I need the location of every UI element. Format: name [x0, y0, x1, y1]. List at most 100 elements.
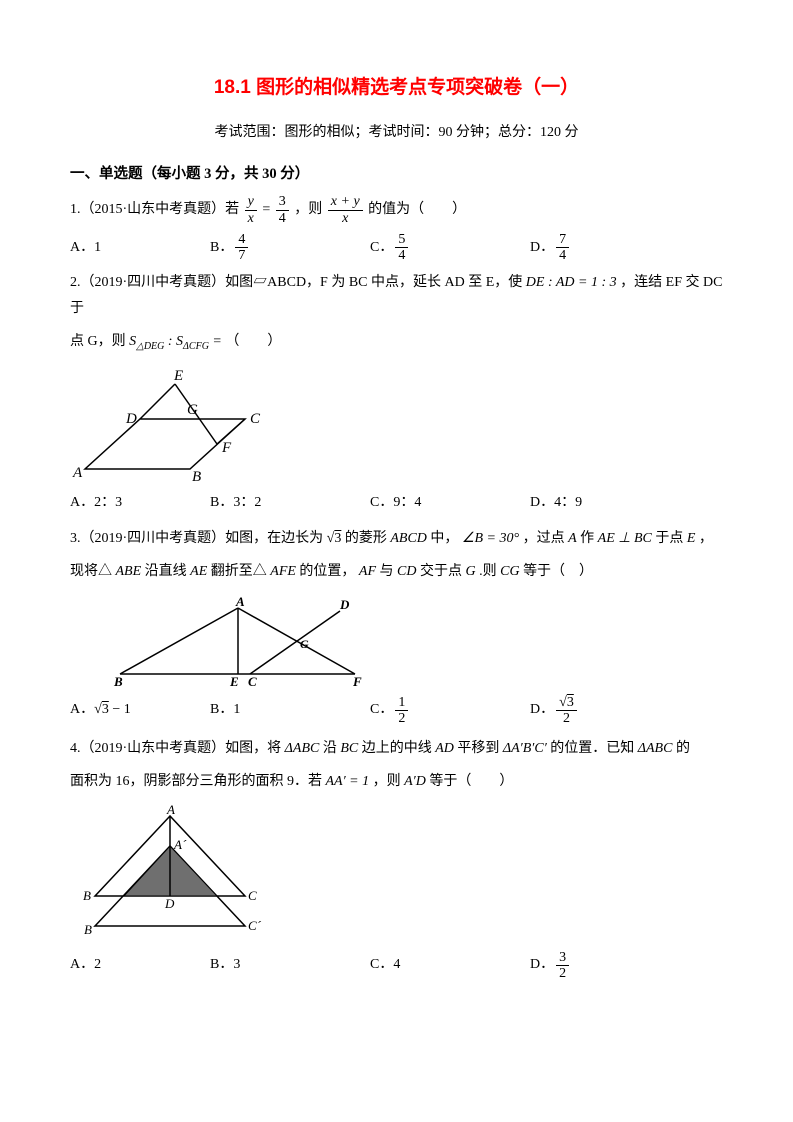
- opt-label: C．: [370, 697, 393, 724]
- q2-paren: （ ）: [225, 334, 281, 349]
- q3-text: 作: [580, 531, 598, 546]
- q2-ratio: DE : AD = 1 : 3: [526, 275, 617, 290]
- q3-text: 的位置，: [299, 564, 355, 579]
- question-3-line2: 现将△ ABE 沿直线 AE 翻折至△ AFE 的位置， AF 与 CD 交于点…: [70, 559, 723, 586]
- option-b: B．1: [210, 695, 370, 727]
- q3-angle: ∠B = 30°: [462, 531, 519, 546]
- q4-options: A．2 B．3 C．4 D． 32: [70, 950, 723, 982]
- frac-den: 4: [556, 248, 569, 263]
- frac-num: 7: [556, 232, 569, 248]
- svg-text:B´: B´: [84, 922, 97, 937]
- svg-text:B: B: [113, 674, 123, 689]
- q4-text: 的: [676, 741, 690, 756]
- q4-text: ，则: [373, 774, 405, 789]
- q4-figure: A A´ B C D B´ C´: [70, 804, 270, 944]
- frac-den: 2: [556, 711, 577, 726]
- q3-text: .则: [479, 564, 500, 579]
- page-title: 18.1 图形的相似精选考点专项突破卷（一）: [70, 70, 723, 106]
- q3-text: ，: [699, 531, 713, 546]
- q3-text: 等于（ ）: [523, 564, 593, 579]
- q1-options: A．1 B． 47 C． 54 D． 74: [70, 232, 723, 264]
- section-header: 一、单选题（每小题 3 分，共 30 分）: [70, 161, 723, 189]
- option-c: C． 12: [370, 695, 530, 727]
- frac-den: 2: [556, 966, 569, 981]
- question-2: 2.（2019·四川中考真题）如图▱ABCD，F 为 BC 中点，延长 AD 至…: [70, 270, 723, 323]
- q4-ad: AD: [435, 741, 454, 756]
- q3-text: 中，: [430, 531, 458, 546]
- q4-text: 沿: [323, 741, 341, 756]
- frac-den: 4: [395, 248, 408, 263]
- q3-perp: AE ⊥ BC: [598, 531, 652, 546]
- opt-label: B．: [210, 235, 233, 262]
- option-b: B．3: [210, 950, 370, 982]
- q4-text: 的位置．已知: [550, 741, 638, 756]
- area-ratio: S△DEG : SΔCFG =: [129, 334, 225, 349]
- svg-text:A: A: [235, 594, 245, 609]
- frac-num: 3: [276, 194, 289, 210]
- q3-text: 沿直线: [145, 564, 191, 579]
- question-2-line2: 点 G，则 S△DEG : SΔCFG = （ ）: [70, 329, 723, 356]
- opt-label: D．: [530, 235, 554, 262]
- q3-ae: AE: [190, 564, 207, 579]
- q4-text: 平移到: [457, 741, 503, 756]
- svg-text:C: C: [248, 674, 257, 689]
- option-b: B． 47: [210, 232, 370, 264]
- svg-text:A: A: [72, 465, 83, 481]
- q3-abcd: ABCD: [390, 531, 427, 546]
- q4-text: 面积为 16，阴影部分三角形的面积 9．若: [70, 774, 326, 789]
- option-c: C．9：4: [370, 490, 530, 517]
- frac-den: 7: [235, 248, 248, 263]
- exam-info: 考试范围：图形的相似；考试时间：90 分钟；总分：120 分: [70, 120, 723, 147]
- question-4: 4.（2019·山东中考真题）如图，将 ΔABC 沿 BC 边上的中线 AD 平…: [70, 736, 723, 763]
- q3-text: 现将△: [70, 564, 116, 579]
- frac-den: 2: [395, 711, 408, 726]
- q3-a: A: [568, 531, 577, 546]
- svg-text:A´: A´: [173, 837, 187, 852]
- option-d: D． 32: [530, 950, 690, 982]
- svg-text:C: C: [248, 888, 257, 903]
- q2-text: 点 G，则: [70, 334, 129, 349]
- question-1: 1.（2015·山东中考真题）若 yx = 34 ，则 x + yx 的值为（ …: [70, 194, 723, 226]
- question-3: 3.（2019·四川中考真题）如图，在边长为 √3 的菱形 ABCD 中， ∠B…: [70, 526, 723, 553]
- q2-options: A．2：3 B．3：2 C．9：4 D．4：9: [70, 490, 723, 517]
- q4-abc: ΔABC: [285, 741, 320, 756]
- sqrt3-minus1: √3 − 1: [94, 697, 131, 724]
- svg-text:C´: C´: [248, 918, 262, 933]
- frac-num: 4: [235, 232, 248, 248]
- option-d: D．4：9: [530, 490, 690, 517]
- q3-e: E: [687, 531, 696, 546]
- q3-cg: CG: [500, 564, 519, 579]
- svg-text:D: D: [164, 896, 175, 911]
- sqrt3: √3: [327, 531, 342, 546]
- option-a: A．2：3: [70, 490, 210, 517]
- svg-text:C: C: [250, 411, 261, 427]
- q4-abcprime: ΔA′B′C′: [503, 741, 547, 756]
- q1-text: 1.（2015·山东中考真题）若: [70, 202, 243, 217]
- opt-label: A．: [70, 697, 94, 724]
- q2-text: 2.（2019·四川中考真题）如图▱ABCD，F 为 BC 中点，延长 AD 至…: [70, 275, 526, 290]
- svg-text:A: A: [166, 804, 175, 817]
- q3-afe: AFE: [270, 564, 296, 579]
- q4-aa: AA′ = 1: [326, 774, 370, 789]
- q3-text: 于点: [655, 531, 687, 546]
- frac-num: 5: [395, 232, 408, 248]
- frac-num: x + y: [328, 194, 363, 210]
- opt-label: C．: [370, 235, 393, 262]
- option-d: D． √32: [530, 695, 690, 727]
- frac-num: 1: [395, 695, 408, 711]
- q2-figure: E D G C F A B: [70, 364, 270, 484]
- opt-label: D．: [530, 952, 554, 979]
- frac-den: x: [328, 211, 363, 226]
- option-a: A．1: [70, 232, 210, 264]
- question-4-line2: 面积为 16，阴影部分三角形的面积 9．若 AA′ = 1 ，则 A′D 等于（…: [70, 769, 723, 796]
- q4-text: 4.（2019·山东中考真题）如图，将: [70, 741, 285, 756]
- q3-options: A． √3 − 1 B．1 C． 12 D． √32: [70, 695, 723, 727]
- q3-text: 交于点: [420, 564, 466, 579]
- q1-mid: ，则: [294, 202, 326, 217]
- svg-text:D: D: [339, 597, 350, 612]
- option-c: C． 54: [370, 232, 530, 264]
- option-a: A．2: [70, 950, 210, 982]
- svg-text:E: E: [229, 674, 239, 689]
- q4-a-d: A′D: [404, 774, 426, 789]
- q3-text: 翻折至△: [211, 564, 271, 579]
